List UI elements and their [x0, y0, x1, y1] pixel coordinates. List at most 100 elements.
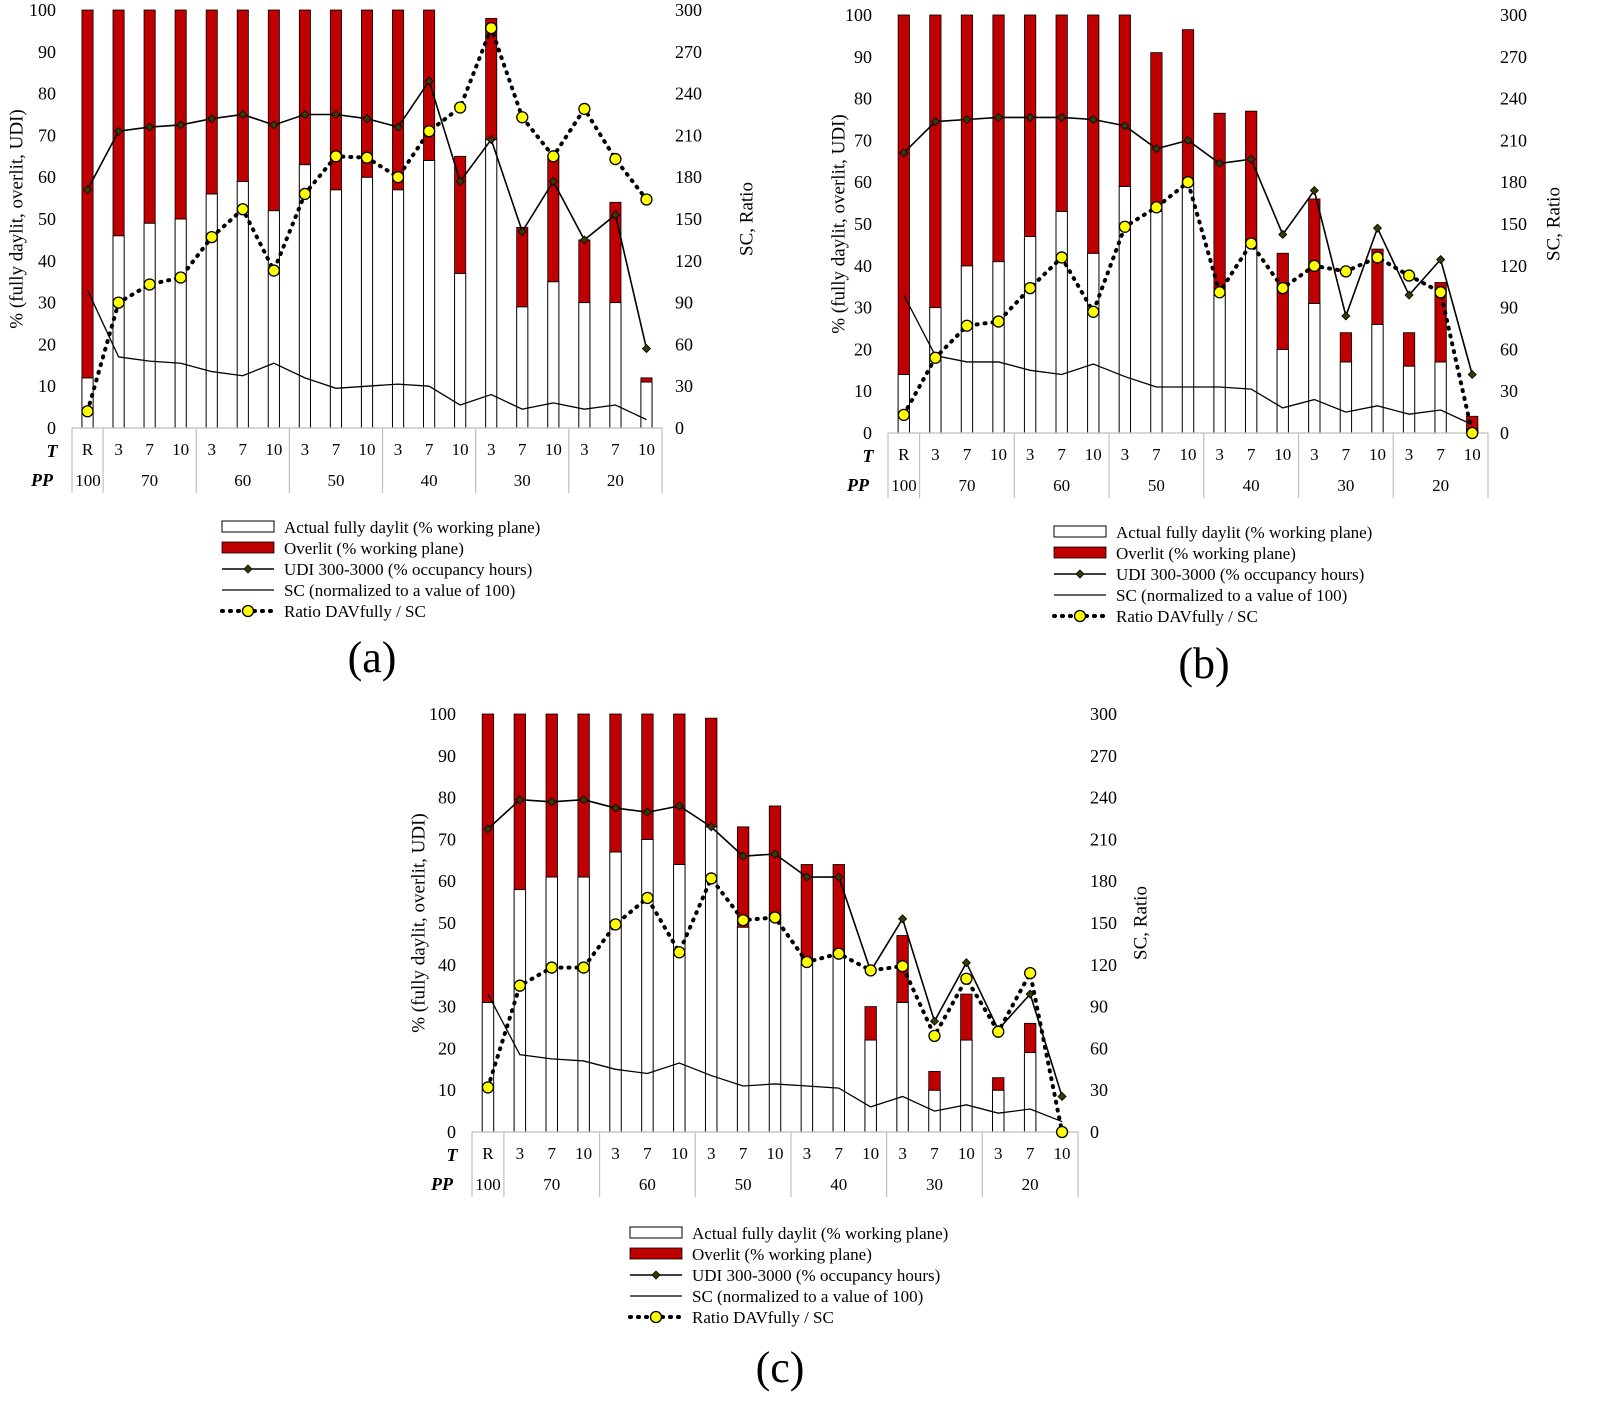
bar-overlit: [609, 201, 622, 303]
bar-fully-daylit: [929, 307, 942, 434]
legend-label: Actual fully daylit (% working plane): [1116, 523, 1372, 542]
legend-label: SC (normalized to a value of 100): [1116, 586, 1347, 605]
ratio-point: [174, 271, 187, 284]
ratio-point: [832, 947, 845, 960]
udi-point: [1057, 112, 1067, 122]
ratio-point: [481, 1081, 495, 1094]
bar-fully-daylit: [545, 876, 558, 1133]
udi-point: [962, 114, 972, 125]
t-label: 7: [1436, 445, 1445, 464]
bar-overlit: [768, 805, 782, 916]
y-left-tick-label: 0: [47, 418, 56, 438]
udi-point: [1057, 1091, 1067, 1102]
udi-point: [929, 1016, 940, 1026]
bar-fully-daylit: [609, 851, 622, 1133]
bar-overlit: [1339, 332, 1352, 363]
y-right-tick-label: 300: [1090, 704, 1117, 724]
bar-fully-daylit: [267, 210, 280, 429]
udi-point: [1341, 311, 1351, 321]
y-right-tick-label: 270: [675, 42, 702, 62]
bar-fully-daylit: [513, 889, 527, 1133]
pp-label: 100: [75, 471, 101, 490]
pp-label: 100: [891, 476, 917, 495]
ratio-point: [1024, 967, 1037, 980]
bar-fully-daylit: [112, 235, 125, 429]
t-label: 3: [1310, 445, 1319, 464]
udi-point: [517, 226, 527, 237]
t-label: 10: [452, 440, 469, 459]
sc-line: [86, 289, 647, 421]
t-label: 10: [1085, 445, 1102, 464]
row-label-pp: PP: [430, 1174, 454, 1194]
y-left-tick-label: 30: [438, 997, 456, 1017]
y-left-tick-label: 80: [854, 89, 872, 109]
y-right-tick-label: 120: [675, 251, 702, 271]
ratio-point: [673, 946, 686, 959]
t-label: 3: [1026, 445, 1035, 464]
t-label: 10: [359, 440, 376, 459]
ratio-point: [1118, 220, 1131, 233]
bar-fully-daylit: [1181, 181, 1195, 434]
pp-label: 30: [1337, 476, 1354, 495]
udi-point: [300, 109, 310, 120]
t-label: 7: [1247, 445, 1256, 464]
ratio-point: [960, 972, 973, 985]
legend: Actual fully daylit (% working plane) Ove…: [220, 518, 540, 621]
t-label: 3: [516, 1144, 525, 1163]
t-label: 10: [990, 445, 1007, 464]
y-right-tick-label: 90: [1500, 298, 1518, 318]
y-right-tick-label: 180: [1090, 871, 1117, 891]
bar-fully-daylit: [205, 193, 218, 429]
y-left-tick-label: 40: [854, 256, 872, 276]
ratio-point: [641, 891, 654, 905]
y-right-tick-label: 120: [1090, 955, 1117, 975]
udi-point: [898, 914, 908, 924]
y-left-tick-label: 30: [38, 293, 56, 313]
bar-overlit: [640, 377, 653, 383]
panel-caption: (c): [756, 1343, 805, 1392]
legend: Actual fully daylit (% working plane) Ove…: [628, 1224, 948, 1327]
udi-point: [770, 849, 780, 859]
t-label: 7: [739, 1144, 748, 1163]
bar-fully-daylit: [896, 1001, 909, 1133]
y-left-tick-label: 10: [854, 381, 872, 401]
pp-label: 70: [543, 1175, 560, 1194]
y-left-tick-label: 90: [854, 47, 872, 67]
ratio-point: [896, 960, 909, 973]
ratio-point: [736, 914, 750, 927]
udi-point: [1151, 144, 1161, 154]
legend-swatch-overlit: [1053, 546, 1107, 559]
ratio-point: [545, 961, 558, 974]
bar-overlit: [641, 713, 654, 840]
y-right-tick-label: 270: [1500, 47, 1527, 67]
bar-fully-daylit: [960, 265, 974, 434]
pp-label: 60: [1053, 476, 1070, 495]
udi-point: [1215, 158, 1225, 168]
bar-overlit: [578, 239, 591, 303]
bar-overlit: [705, 717, 718, 828]
chart-panel-a: 0 10 20 30 40 50 60 70 80 90 100 0 30 60 90 120 150 180 21…: [6, 0, 757, 682]
bar-fully-daylit: [1434, 361, 1447, 434]
t-label: 3: [994, 1144, 1003, 1163]
y-right-axis-title: SC, Ratio: [736, 182, 757, 256]
pp-label: 20: [1022, 1175, 1039, 1194]
t-label: 7: [547, 1144, 556, 1163]
y-right-tick-label: 150: [675, 209, 702, 229]
ratio-point: [1276, 281, 1289, 295]
bar-overlit: [1213, 112, 1226, 296]
bar-fully-daylit: [329, 189, 343, 429]
bar-overlit: [736, 826, 750, 928]
udi-point: [1183, 135, 1193, 145]
udi-point: [834, 872, 844, 882]
ratio-point: [578, 102, 591, 116]
y-right-axis-title: SC, Ratio: [1130, 886, 1151, 960]
bar-overlit: [143, 9, 156, 224]
pp-label: 20: [607, 471, 624, 490]
udi-point: [548, 176, 558, 186]
y-left-tick-label: 10: [38, 376, 56, 396]
bar-fully-daylit: [960, 1039, 973, 1133]
bar-fully-daylit: [481, 1001, 495, 1133]
ratio-point: [1023, 281, 1037, 295]
ratio-point: [547, 150, 560, 163]
